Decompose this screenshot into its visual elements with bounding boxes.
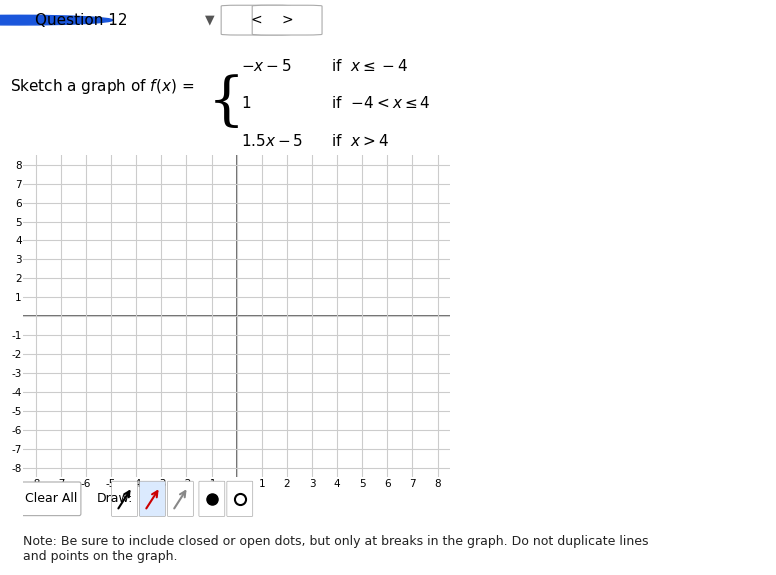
Text: ▼: ▼: [205, 14, 214, 26]
Text: {: {: [207, 75, 244, 132]
FancyBboxPatch shape: [221, 5, 291, 35]
Text: if  $x > 4$: if $x > 4$: [322, 133, 390, 150]
Text: Draw:: Draw:: [97, 492, 133, 505]
FancyBboxPatch shape: [199, 481, 225, 516]
FancyBboxPatch shape: [168, 481, 193, 516]
Text: if  $x \leq -4$: if $x \leq -4$: [322, 58, 409, 74]
FancyBboxPatch shape: [112, 481, 137, 516]
Text: >: >: [282, 13, 293, 27]
Text: $-x-5$: $-x-5$: [241, 58, 292, 74]
Text: $1$: $1$: [241, 95, 251, 112]
Text: Sketch a graph of $f(x)$ =: Sketch a graph of $f(x)$ =: [9, 76, 194, 96]
Text: if  $-4 < x \leq 4$: if $-4 < x \leq 4$: [322, 95, 431, 112]
FancyBboxPatch shape: [252, 5, 322, 35]
FancyBboxPatch shape: [227, 481, 253, 516]
FancyBboxPatch shape: [140, 481, 165, 516]
Text: Question 12: Question 12: [35, 13, 127, 28]
Circle shape: [0, 16, 113, 25]
FancyBboxPatch shape: [22, 482, 81, 516]
Text: $1.5x-5$: $1.5x-5$: [241, 133, 303, 150]
Text: Clear All: Clear All: [25, 492, 78, 505]
Text: <: <: [251, 13, 262, 27]
Text: Note: Be sure to include closed or open dots, but only at breaks in the graph. D: Note: Be sure to include closed or open …: [23, 535, 649, 563]
